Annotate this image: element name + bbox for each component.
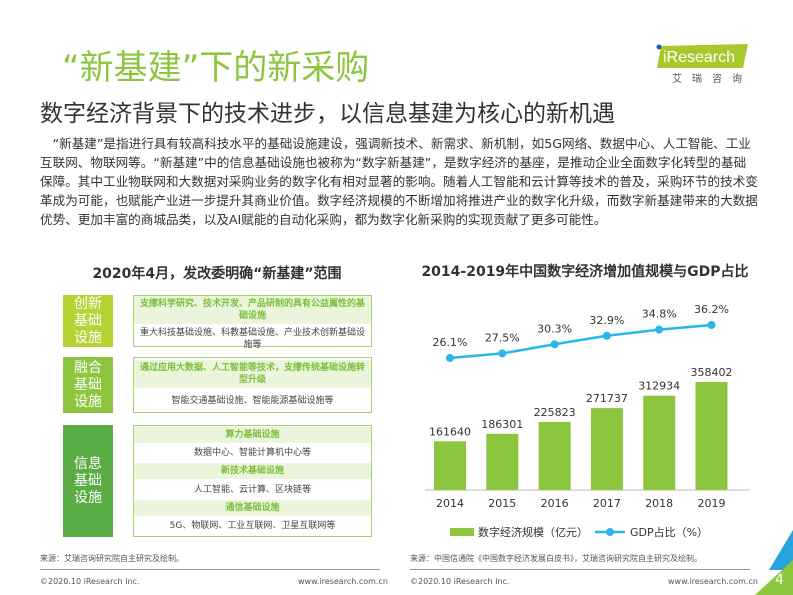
line-label: 27.5% — [485, 331, 520, 344]
legend-line-label: GDP占比（%） — [630, 525, 708, 539]
bar-label: 225823 — [534, 406, 576, 419]
line-label: 36.2% — [694, 303, 729, 316]
group-item-heading: 通过应用大数据、人工智能等技术，支撑传统基础设施转型升级 — [134, 360, 371, 388]
corner-decoration — [755, 530, 793, 595]
page-subtitle: 数字经济背景下的技术进步，以信息基建为核心的新机遇 — [40, 101, 615, 127]
line-point — [498, 349, 507, 358]
divider — [410, 569, 750, 570]
intro-paragraph: “新基建”是指进行具有较高科技水平的基础设施建设，强调新技术、新需求、新机制，如… — [40, 136, 758, 227]
legend-bar-label: 数字经济规模（亿元） — [478, 525, 588, 539]
line-label: 32.9% — [589, 314, 624, 327]
bar-label: 161640 — [429, 425, 471, 438]
group-item-desc: 数据中心、智能计算机中心等 — [193, 447, 311, 458]
group-label: 创新基础设施 — [63, 295, 113, 347]
x-tick-label: 2016 — [541, 497, 569, 510]
line-point — [550, 340, 559, 349]
group-item-heading: 支撑科学研究、技术开发、产品研制的具有公益属性的基础设施 — [134, 296, 371, 324]
x-tick-label: 2019 — [698, 497, 726, 510]
iresearch-logo: iResearch — [656, 44, 748, 68]
divider — [40, 569, 380, 570]
x-tick-label: 2014 — [436, 497, 464, 510]
bar — [643, 395, 676, 490]
line-point — [602, 331, 611, 340]
line-label: 30.3% — [537, 322, 572, 335]
chart: 161640 2014 186301 2015 225823 2016 271737 2017… — [425, 303, 750, 539]
group-label: 信息基础设施 — [63, 425, 113, 537]
group-label: 融合基础设施 — [63, 357, 113, 413]
bar-label: 186301 — [481, 418, 523, 431]
bar-label: 312934 — [638, 380, 680, 393]
group-item-heading: 通信基础设施 — [134, 499, 371, 516]
group-label-text: 创新基础设施 — [74, 295, 102, 346]
x-tick-label: 2018 — [645, 497, 673, 510]
svg-text:iResearch: iResearch — [663, 49, 735, 66]
group-item-desc: 重大科技基础设施、科教基础设施、产业技术创新基础设施等 — [140, 328, 366, 350]
group-item-desc: 智能交通基础设施、智能能源基础设施等 — [171, 396, 334, 406]
bar — [434, 441, 466, 490]
group-box: 算力基础设施数据中心、智能计算机中心等新技术基础设施人工智能、云计算、区块链等通… — [133, 425, 372, 537]
line-label: 34.8% — [642, 308, 677, 321]
group-item-desc: 人工智能、云计算、区块链等 — [193, 484, 311, 495]
line-point — [446, 354, 454, 362]
website: www.iresearch.com.cn — [298, 577, 388, 586]
x-tick-label: 2015 — [488, 497, 516, 510]
page-title: “新基建”下的新采购 — [62, 48, 370, 88]
website: www.iresearch.com.cn — [668, 577, 758, 586]
group-item-desc: 5G、物联网、工业互联网、卫星互联网等 — [169, 521, 336, 532]
bar-label: 358402 — [691, 366, 733, 379]
bar — [590, 408, 623, 490]
line-point — [707, 321, 716, 329]
group-box: 通过应用大数据、人工智能等技术，支撑传统基础设施转型升级智能交通基础设施、智能能… — [133, 357, 372, 413]
line-point — [655, 325, 664, 334]
group-label-text: 融合基础设施 — [74, 359, 102, 410]
group-box: 支撑科学研究、技术开发、产品研制的具有公益属性的基础设施重大科技基础设施、科教基… — [133, 295, 372, 350]
chart-source: 来源：中国信通院《中国数字经济发展白皮书》，艾瑞咨询研究院自主研究及绘制。 — [410, 554, 702, 563]
left-source: 来源：艾瑞咨询研究院自主研究及绘制。 — [40, 554, 184, 563]
bar — [538, 421, 571, 490]
chart-title: 2014-2019年中国数字经济增加值规模与GDP占比 — [421, 264, 749, 280]
bar — [486, 433, 519, 490]
bar-label: 271737 — [586, 392, 628, 405]
page-number: 4 — [775, 572, 784, 588]
group-item-heading: 算力基础设施 — [134, 426, 371, 443]
copyright: ©2020.10 iResearch Inc. — [410, 577, 510, 586]
bar — [695, 382, 728, 490]
line-label: 26.1% — [433, 336, 468, 349]
legend-line-marker — [606, 528, 614, 536]
group-label-text: 信息基础设施 — [74, 455, 102, 506]
left-heading: 2020年4月，发改委明确“新基建”范围 — [92, 266, 342, 282]
legend-bar-swatch — [450, 528, 474, 536]
copyright: ©2020.10 iResearch Inc. — [40, 577, 140, 586]
group-item-heading: 新技术基础设施 — [134, 463, 371, 480]
x-tick-label: 2017 — [593, 497, 621, 510]
gdp-line — [449, 323, 712, 360]
logo-subtitle: 艾瑞咨询 — [672, 74, 752, 85]
